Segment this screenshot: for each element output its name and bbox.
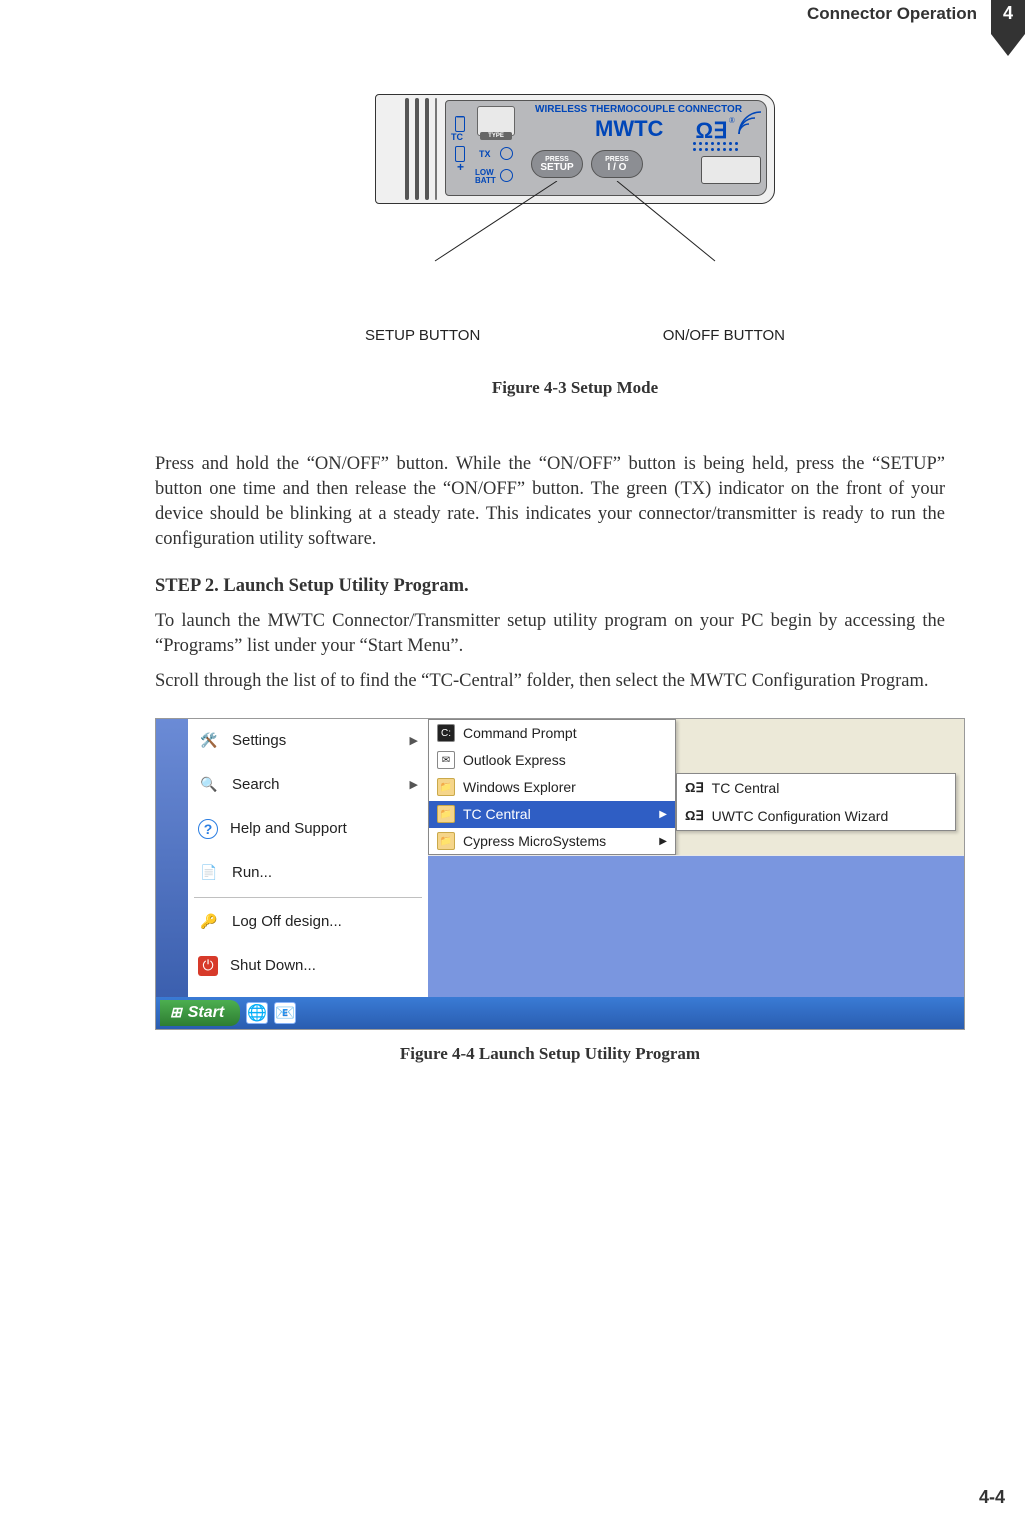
start-menu-column-1: 🛠️ Settings ▶ 🔍 Search ▶ ? Help and Supp… — [188, 719, 428, 999]
chapter-badge: 4 — [991, 0, 1025, 34]
tx-label: TX — [479, 149, 491, 159]
settings-icon: 🛠️ — [198, 730, 220, 752]
registered-mark: ® — [729, 116, 735, 125]
paragraph-1: Press and hold the “ON/OFF” button. Whil… — [155, 452, 945, 552]
device-title: WIRELESS THERMOCOUPLE CONNECTOR — [535, 104, 742, 115]
menu-item-run[interactable]: 📄 Run... — [188, 851, 428, 895]
taskbar-icon-2[interactable]: 📧 — [274, 1002, 296, 1024]
step-2-heading: STEP 2. Launch Setup Utility Program. — [155, 576, 945, 597]
os-sidebar — [156, 719, 188, 999]
page-number: 4-4 — [979, 1487, 1005, 1508]
taskbar: ⊞ Start 🌐 📧 — [156, 997, 964, 1029]
help-icon: ? — [198, 819, 218, 839]
submenu-arrow-icon: ▶ — [659, 809, 667, 820]
tc-plus: + — [457, 160, 464, 174]
menu-item-help[interactable]: ? Help and Support — [188, 807, 428, 851]
windows-logo-icon: ⊞ — [170, 1004, 182, 1021]
omega-icon: Ω∃ — [685, 780, 704, 796]
on-off-button[interactable]: PRESS I / O — [591, 150, 643, 178]
menu-item-cmd[interactable]: C: Command Prompt — [429, 720, 675, 747]
taskbar-icon-1[interactable]: 🌐 — [246, 1002, 268, 1024]
menu-item-tc-central-app[interactable]: Ω∃ TC Central — [677, 774, 955, 802]
shutdown-icon: ⏻ — [198, 956, 218, 976]
folder-icon: 📁 — [437, 805, 455, 823]
tc-pin-pos — [455, 146, 465, 162]
paragraph-2: To launch the MWTC Connector/Transmitter… — [155, 609, 945, 659]
callout-lines — [375, 181, 775, 279]
cmd-icon: C: — [437, 724, 455, 742]
page-header: Connector Operation 4 — [0, 0, 1025, 34]
indicator-dots — [693, 142, 737, 156]
menu-item-search[interactable]: 🔍 Search ▶ — [188, 763, 428, 807]
start-button[interactable]: ⊞ Start — [160, 1000, 240, 1026]
search-icon: 🔍 — [198, 774, 220, 796]
logoff-icon: 🔑 — [198, 911, 220, 933]
menu-item-cypress[interactable]: 📁 Cypress MicroSystems ▶ — [429, 828, 675, 855]
menu-item-tc-central[interactable]: 📁 TC Central ▶ — [429, 801, 675, 828]
omega-icon: Ω∃ — [685, 808, 704, 824]
menu-item-settings[interactable]: 🛠️ Settings ▶ — [188, 719, 428, 763]
submenu-arrow-icon: ▶ — [410, 734, 418, 747]
submenu-arrow-icon: ▶ — [410, 778, 418, 791]
submenu-arrow-icon: ▶ — [659, 836, 667, 847]
menu-item-explorer[interactable]: 📁 Windows Explorer — [429, 774, 675, 801]
menu-item-uwtc-wizard[interactable]: Ω∃ UWTC Configuration Wizard — [677, 802, 955, 830]
outlook-icon: ✉ — [437, 751, 455, 769]
type-label: TYPE — [480, 132, 512, 140]
figure-4-3-caption: Figure 4-3 Setup Mode — [492, 378, 658, 398]
setup-button-callout: SETUP BUTTON — [365, 327, 480, 344]
header-title: Connector Operation — [807, 4, 977, 24]
tc-pin-neg — [455, 116, 465, 132]
folder-icon: 📁 — [437, 778, 455, 796]
programs-submenu: C: Command Prompt ✉ Outlook Express 📁 Wi… — [428, 719, 676, 855]
figure-4-3: WIRELESS THERMOCOUPLE CONNECTOR MWTC Ω∃ … — [205, 94, 945, 422]
folder-icon: 📁 — [437, 832, 455, 850]
figure-4-4-caption: Figure 4-4 Launch Setup Utility Program — [155, 1044, 945, 1064]
chapter-badge-triangle — [991, 34, 1025, 56]
wifi-icon — [737, 110, 763, 136]
tc-central-submenu: Ω∃ TC Central Ω∃ UWTC Configuration Wiza… — [676, 773, 956, 831]
menu-item-logoff[interactable]: 🔑 Log Off design... — [188, 900, 428, 944]
device-model: MWTC — [595, 116, 663, 142]
setup-button[interactable]: PRESS SETUP — [531, 150, 583, 178]
antenna-port — [701, 156, 761, 184]
menu-item-shutdown[interactable]: ⏻ Shut Down... — [188, 944, 428, 988]
omega-logo-icon: Ω∃ — [695, 118, 727, 144]
tc-label: TC — [451, 132, 463, 142]
paragraph-3: Scroll through the list of to find the “… — [155, 669, 945, 694]
run-icon: 📄 — [198, 862, 220, 884]
onoff-button-callout: ON/OFF BUTTON — [663, 327, 785, 344]
tx-led-icon — [500, 147, 513, 160]
menu-item-outlook[interactable]: ✉ Outlook Express — [429, 747, 675, 774]
desktop-area — [428, 855, 965, 999]
start-menu-screenshot: Windows XP Professiona 🛠️ Settings ▶ 🔍 S… — [155, 718, 965, 1030]
